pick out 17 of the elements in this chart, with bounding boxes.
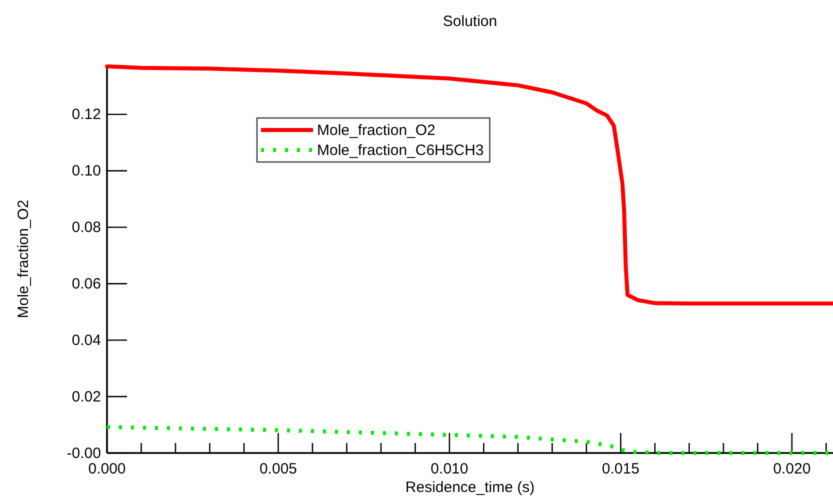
y-tick-label: -0.00 [66, 444, 101, 462]
y-tick-label: 0.06 [72, 275, 101, 292]
chart-title: Solution [442, 13, 498, 30]
y-tick-label: 0.02 [72, 388, 101, 406]
y-tick-label: 0.12 [72, 106, 101, 124]
x-axis-title: Residence_time (s) [405, 479, 535, 496]
legend-label: Mole_fraction_C6H5CH3 [317, 142, 484, 159]
y-axis-title: Mole_fraction_O2 [15, 200, 32, 318]
y-tick-label: 0.04 [72, 332, 101, 349]
x-tick-label: 0.005 [259, 460, 297, 478]
x-tick-label: 0.000 [88, 460, 126, 478]
y-tick-label: 0.10 [72, 162, 101, 180]
x-tick-label: 0.015 [602, 460, 640, 478]
x-tick-label: 0.010 [430, 460, 468, 478]
y-tick-label: 0.08 [72, 219, 101, 236]
legend-label: Mole_fraction_O2 [317, 122, 436, 139]
x-tick-label: 0.020 [773, 460, 811, 478]
